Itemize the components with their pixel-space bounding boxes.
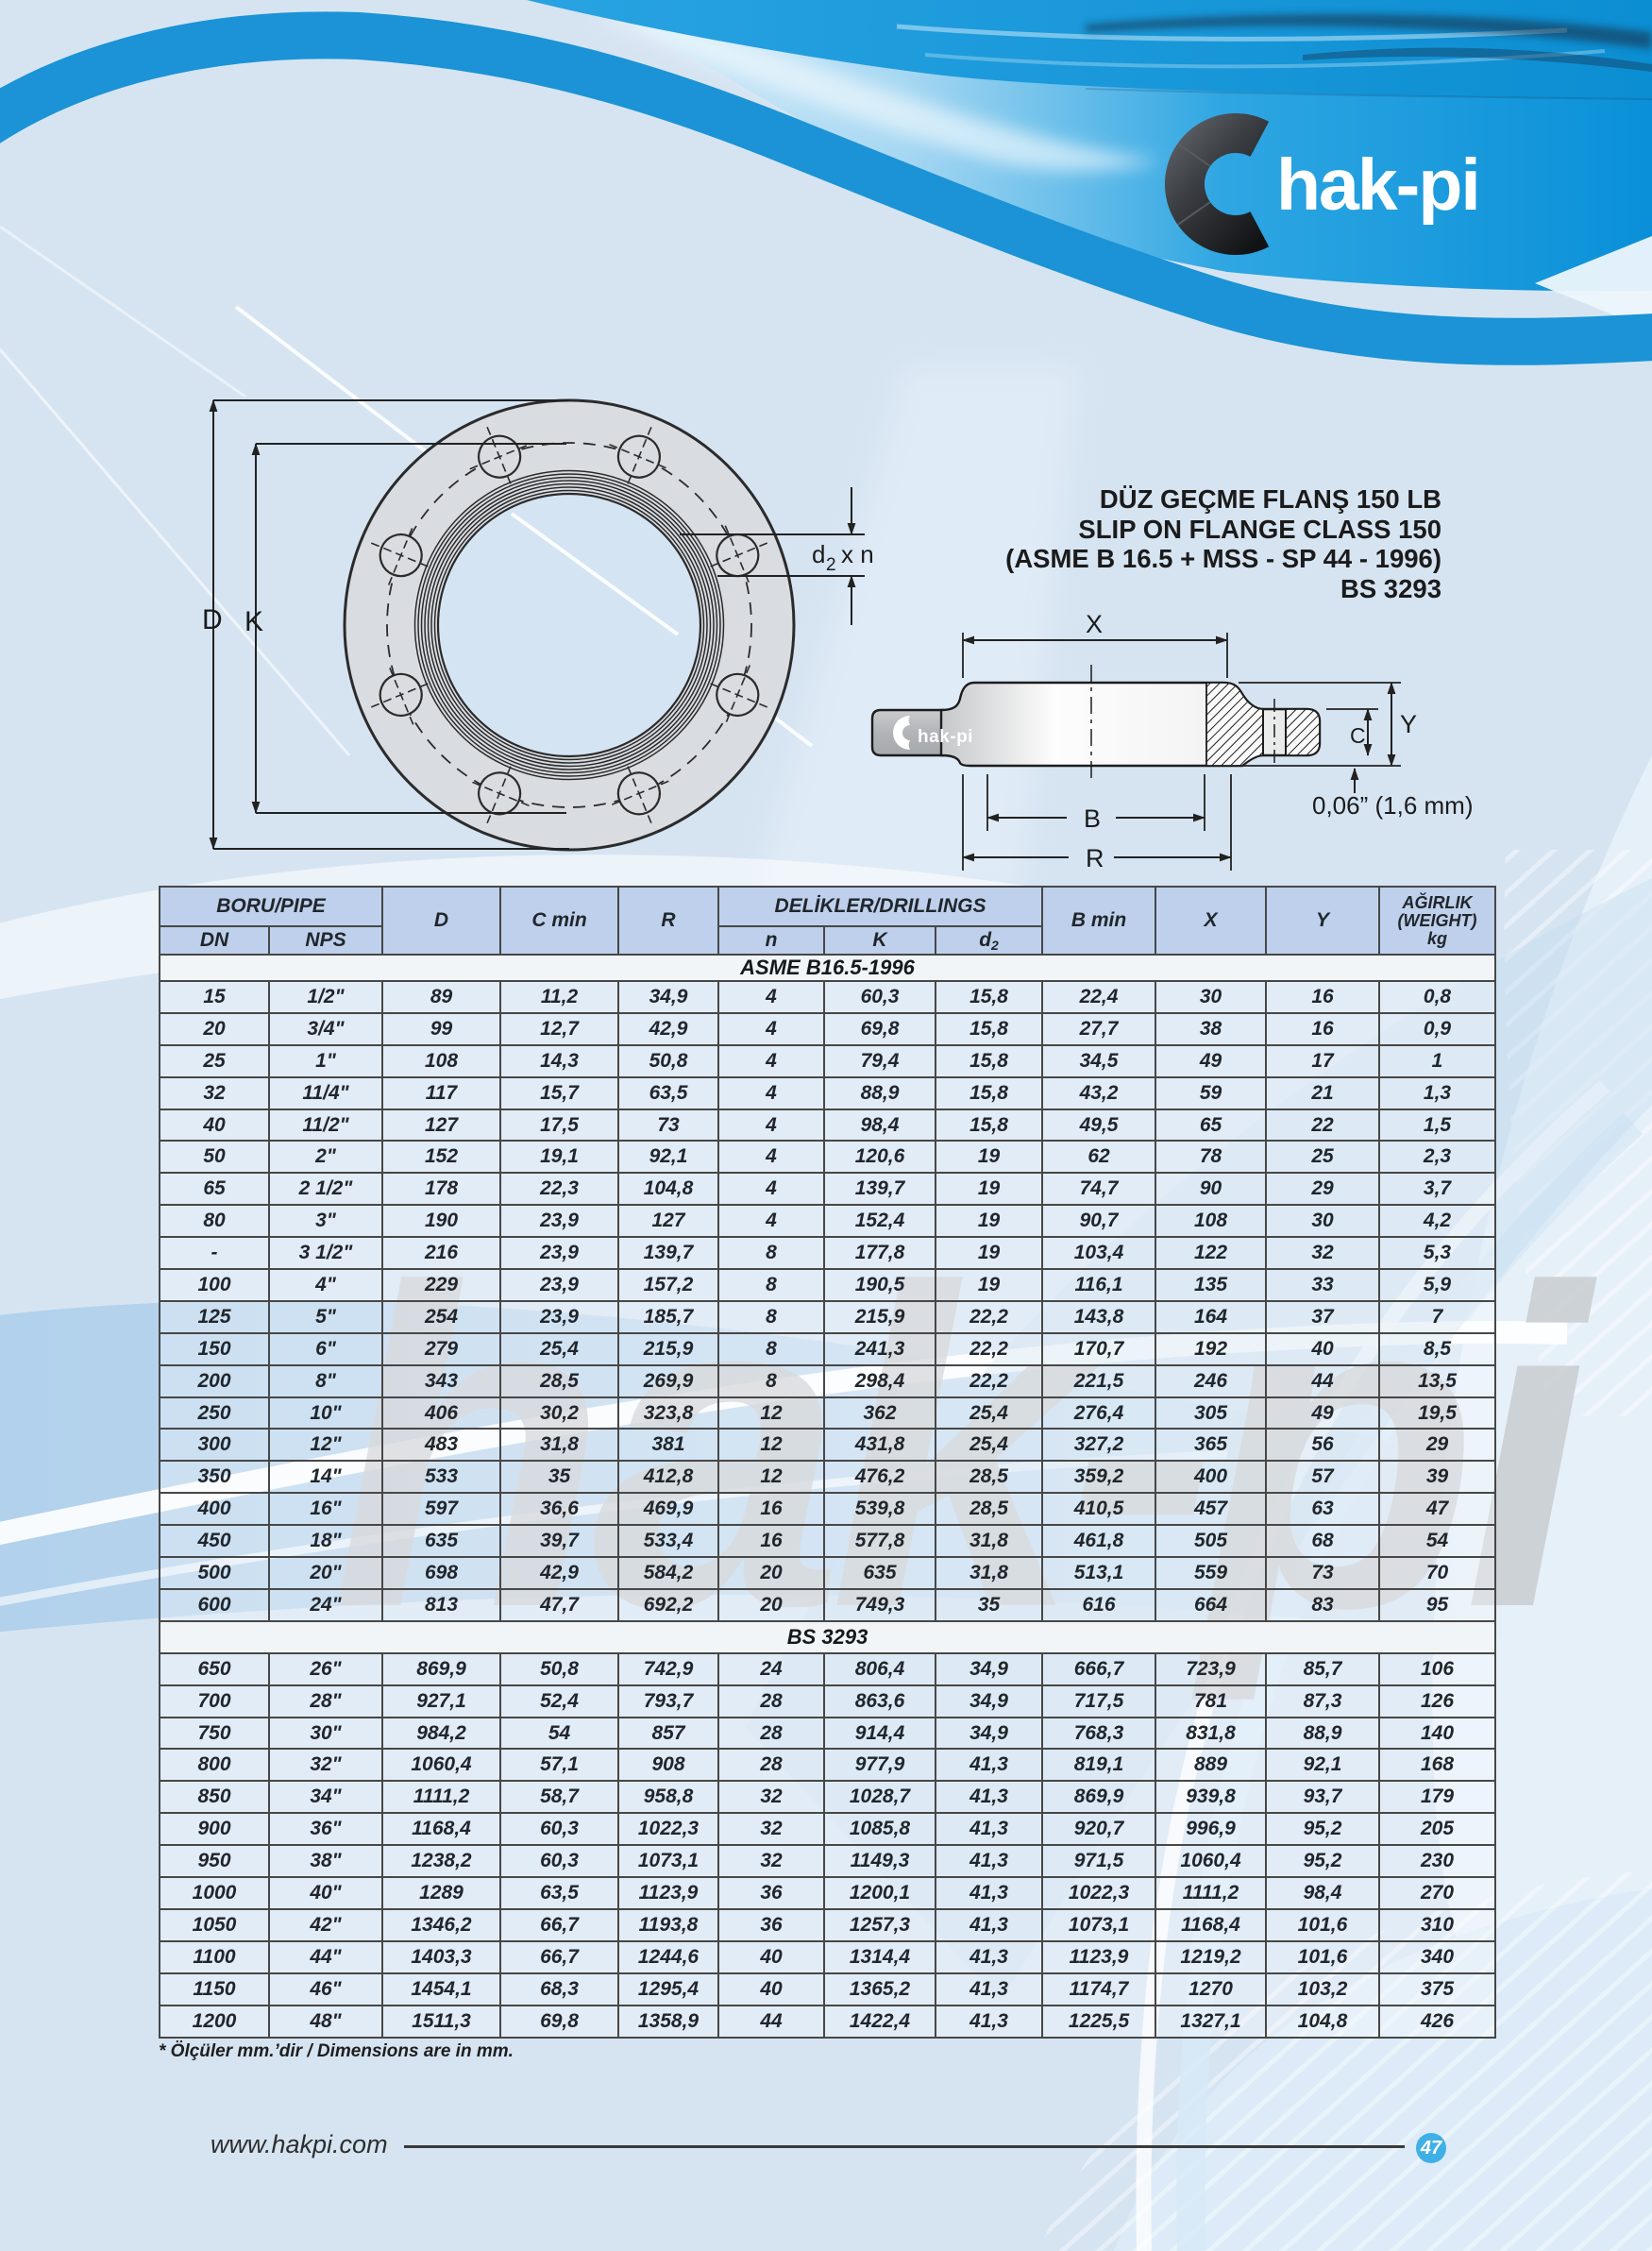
svg-text:X: X	[1086, 610, 1103, 638]
svg-text:B: B	[1084, 804, 1101, 833]
svg-text:hak-pi: hak-pi	[1276, 144, 1479, 226]
svg-text:0,06” (1,6 mm): 0,06” (1,6 mm)	[1312, 791, 1473, 820]
svg-text:K: K	[244, 606, 263, 637]
svg-text:hak-pi: hak-pi	[918, 727, 973, 747]
svg-text:D: D	[202, 604, 223, 635]
svg-text:C: C	[1350, 723, 1366, 748]
svg-text:R: R	[1086, 844, 1104, 872]
svg-text:Y: Y	[1400, 710, 1417, 738]
svg-text:d: d	[812, 540, 825, 568]
svg-text:x n: x n	[841, 540, 874, 568]
svg-text:2: 2	[826, 555, 836, 575]
